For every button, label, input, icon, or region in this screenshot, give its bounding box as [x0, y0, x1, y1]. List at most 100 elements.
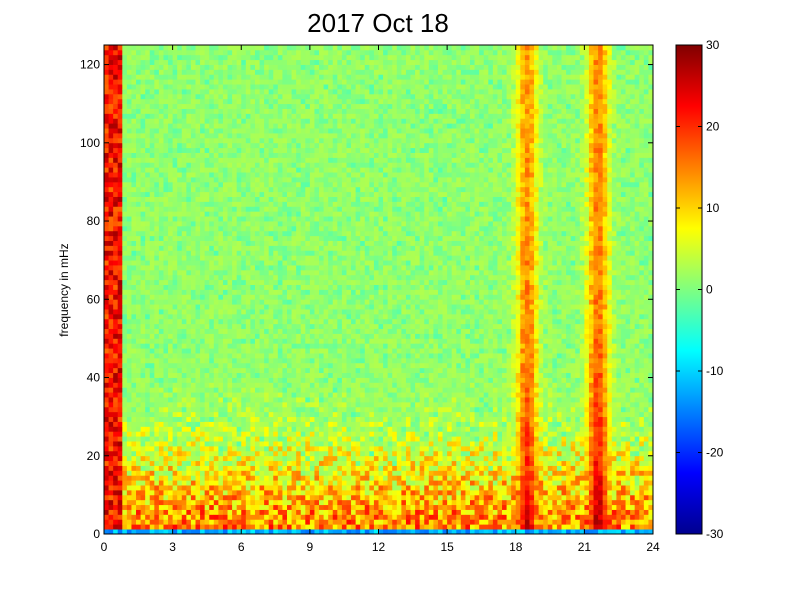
heatmap-cell [314, 245, 320, 251]
heatmap-cell [209, 450, 215, 457]
heatmap-cell [158, 221, 164, 227]
heatmap-cell [241, 181, 247, 188]
heatmap-cell [158, 426, 164, 432]
heatmap-cell [190, 74, 196, 80]
heatmap-cell [314, 69, 320, 75]
heatmap-cell [222, 392, 228, 398]
heatmap-cell [264, 260, 270, 266]
heatmap-cell [108, 470, 114, 476]
heatmap-cell [218, 45, 224, 51]
heatmap-cell [177, 255, 183, 261]
heatmap-cell [291, 480, 297, 486]
heatmap-cell [309, 338, 315, 344]
heatmap-cell [154, 313, 160, 320]
heatmap-cell [172, 113, 178, 119]
heatmap-cell [200, 397, 206, 403]
heatmap-cell [186, 196, 192, 202]
heatmap-cell [140, 201, 146, 207]
heatmap-cell [177, 465, 183, 471]
heatmap-cell [268, 221, 274, 227]
heatmap-cell [204, 392, 210, 398]
heatmap-cell [254, 230, 260, 237]
heatmap-cell [126, 304, 132, 310]
heatmap-cell [122, 54, 128, 61]
heatmap-cell [195, 49, 201, 56]
heatmap-cell [282, 323, 288, 330]
heatmap-cell [277, 475, 283, 481]
heatmap-cell [309, 84, 315, 90]
heatmap-cell [186, 509, 192, 515]
heatmap-cell [218, 387, 224, 393]
heatmap-cell [245, 269, 251, 276]
heatmap-cell [136, 299, 141, 305]
heatmap-cell [296, 494, 302, 501]
heatmap-cell [108, 416, 114, 422]
heatmap-cell [309, 299, 315, 305]
heatmap-cell [305, 157, 311, 163]
heatmap-cell [204, 524, 210, 530]
heatmap-cell [122, 455, 128, 462]
heatmap-cell [204, 304, 210, 310]
heatmap-cell [282, 98, 288, 105]
heatmap-cell [227, 74, 233, 80]
heatmap-cell [213, 250, 219, 256]
heatmap-cell [287, 333, 292, 339]
heatmap-cell [236, 59, 242, 65]
heatmap-cell [273, 421, 279, 427]
heatmap-cell [273, 460, 279, 466]
heatmap-cell [227, 181, 233, 188]
heatmap-cell [291, 436, 297, 442]
heatmap-cell [163, 118, 169, 124]
heatmap-cell [273, 485, 279, 491]
heatmap-cell [296, 79, 302, 85]
heatmap-cell [186, 64, 192, 70]
heatmap-cell [314, 436, 320, 442]
heatmap-cell [200, 74, 206, 80]
heatmap-cell [264, 343, 270, 349]
heatmap-cell [259, 142, 265, 149]
heatmap-cell [227, 333, 233, 339]
heatmap-cell [181, 255, 187, 261]
heatmap-cell [227, 475, 233, 481]
heatmap-cell [145, 470, 151, 476]
heatmap-cell [259, 367, 265, 374]
heatmap-cell [309, 260, 315, 266]
heatmap-cell [163, 255, 169, 261]
heatmap-cell [168, 338, 174, 344]
heatmap-cell [227, 93, 233, 100]
heatmap-cell [108, 309, 114, 315]
heatmap-cell [140, 79, 146, 85]
heatmap-cell [145, 455, 151, 462]
heatmap-cell [236, 123, 242, 129]
heatmap-cell [245, 504, 251, 510]
heatmap-cell [314, 489, 320, 496]
heatmap-cell [186, 45, 192, 51]
heatmap-cell [181, 211, 187, 217]
heatmap-cell [232, 382, 238, 388]
heatmap-cell [232, 230, 238, 237]
heatmap-cell [145, 196, 151, 202]
heatmap-cell [213, 230, 219, 237]
heatmap-cell [154, 289, 160, 295]
heatmap-cell [140, 279, 146, 286]
heatmap-cell [190, 128, 196, 134]
heatmap-cell [158, 401, 164, 408]
heatmap-cell [291, 504, 297, 510]
heatmap-cell [126, 416, 132, 422]
heatmap-cell [190, 504, 196, 510]
heatmap-cell [108, 357, 114, 364]
heatmap-cell [218, 436, 224, 442]
heatmap-cell [113, 353, 119, 359]
heatmap-cell [195, 480, 201, 486]
heatmap-cell [108, 338, 114, 344]
heatmap-cell [264, 118, 270, 124]
heatmap-cell [113, 93, 119, 100]
heatmap-cell [250, 137, 256, 144]
heatmap-cell [309, 137, 315, 144]
heatmap-cell [126, 392, 132, 398]
heatmap-cell [117, 377, 123, 383]
heatmap-cell [172, 103, 178, 109]
heatmap-cell [186, 255, 192, 261]
heatmap-cell [250, 426, 256, 432]
heatmap-cell [323, 470, 329, 476]
